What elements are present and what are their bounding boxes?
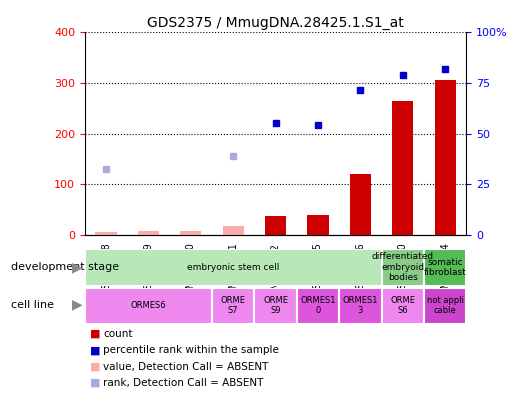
Text: ▶: ▶ — [72, 298, 82, 311]
Bar — [180, 231, 201, 235]
Text: ORMES6: ORMES6 — [130, 301, 166, 310]
Bar — [339, 288, 382, 324]
Bar — [392, 101, 413, 235]
Bar — [435, 81, 456, 235]
Bar — [424, 288, 466, 324]
Text: ■: ■ — [90, 362, 101, 371]
Bar — [297, 288, 339, 324]
Bar — [254, 288, 297, 324]
Text: ■: ■ — [90, 345, 101, 355]
Bar — [138, 231, 159, 235]
Title: GDS2375 / MmugDNA.28425.1.S1_at: GDS2375 / MmugDNA.28425.1.S1_at — [147, 16, 404, 30]
Text: ORMES1
0: ORMES1 0 — [301, 296, 335, 315]
Bar — [85, 288, 212, 324]
Bar — [350, 174, 371, 235]
Text: ORME
S7: ORME S7 — [220, 296, 246, 315]
Text: ■: ■ — [90, 329, 101, 339]
Text: ORME
S9: ORME S9 — [263, 296, 288, 315]
Bar — [265, 215, 286, 235]
Text: value, Detection Call = ABSENT: value, Detection Call = ABSENT — [103, 362, 269, 371]
Bar — [382, 249, 424, 286]
Bar — [424, 249, 466, 286]
Text: rank, Detection Call = ABSENT: rank, Detection Call = ABSENT — [103, 378, 264, 388]
Text: ORME
S6: ORME S6 — [390, 296, 416, 315]
Bar — [85, 249, 382, 286]
Text: somatic
fibroblast: somatic fibroblast — [424, 258, 466, 277]
Text: count: count — [103, 329, 133, 339]
Text: ▶: ▶ — [72, 260, 82, 274]
Text: not appli
cable: not appli cable — [427, 296, 464, 315]
Bar — [212, 288, 254, 324]
Text: cell line: cell line — [11, 300, 54, 309]
Text: ORMES1
3: ORMES1 3 — [343, 296, 378, 315]
Bar — [223, 226, 244, 235]
Bar — [307, 215, 329, 235]
Bar — [382, 288, 424, 324]
Text: embryonic stem cell: embryonic stem cell — [187, 263, 279, 272]
Text: ■: ■ — [90, 378, 101, 388]
Text: percentile rank within the sample: percentile rank within the sample — [103, 345, 279, 355]
Text: differentiated
embryoid
bodies: differentiated embryoid bodies — [372, 252, 434, 282]
Bar — [95, 232, 117, 235]
Text: development stage: development stage — [11, 262, 119, 272]
